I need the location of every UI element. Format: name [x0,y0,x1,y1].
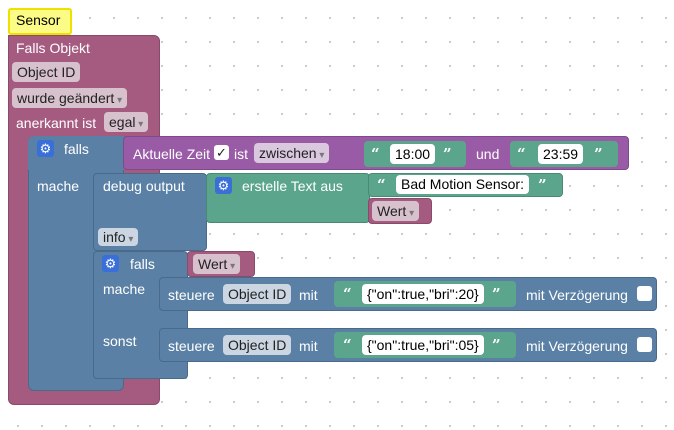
with-label: mit [299,287,318,303]
control-value-input[interactable]: {"on":true,"bri":05} [362,335,484,355]
time-to-input[interactable]: 23:59 [538,144,584,164]
debug-label: debug output [103,178,185,194]
quote-open-icon: “ [343,336,352,354]
time-from-input[interactable]: 18:00 [390,144,436,164]
object-id-field[interactable]: Object ID [12,62,81,82]
time-checkbox[interactable]: ✓ [214,145,229,160]
quote-close-icon: ” [538,176,547,194]
control-value-input[interactable]: {"on":true,"bri":20} [362,284,484,304]
delay-checkbox[interactable] [637,286,652,301]
delay-checkbox[interactable] [637,337,652,352]
inner-do-label: mache [103,281,146,297]
control-object-field[interactable]: Object ID [223,284,292,304]
text-var-select[interactable]: Wert [372,201,420,221]
control-object-field[interactable]: Object ID [223,335,292,355]
comment-block[interactable]: Sensor [8,8,72,35]
quote-open-icon: “ [343,285,352,303]
delay-label: mit Verzögerung [526,287,628,303]
quote-close-icon: ” [492,285,501,303]
gear-icon[interactable]: ⚙ [215,177,232,194]
quote-close-icon: ” [594,145,603,163]
operator-select[interactable]: zwischen [254,143,330,163]
gear-icon[interactable]: ⚙ [102,255,119,272]
control-label: steuere [168,287,215,303]
debug-level-select[interactable]: info [98,228,139,246]
trigger-title: Falls Objekt [16,40,90,56]
gear-icon[interactable]: ⚙ [37,140,54,157]
quote-open-icon: “ [517,145,526,163]
ack-label: anerkannt ist [16,115,97,131]
quote-open-icon: “ [377,176,386,194]
time-label: Aktuelle Zeit [133,146,211,162]
control-label: steuere [168,338,215,354]
do-label: mache [37,178,80,194]
inner-condition-select[interactable]: Wert [193,254,241,274]
and-label: und [476,146,500,162]
quote-open-icon: “ [371,145,380,163]
quote-close-icon: ” [492,336,501,354]
inner-if-label: falls [130,256,155,272]
is-label: ist [234,146,248,162]
create-text-block[interactable] [206,173,370,223]
delay-label: mit Verzögerung [526,338,628,354]
if-label: falls [64,141,89,157]
text-string-input[interactable]: Bad Motion Sensor: [396,175,529,194]
ack-select[interactable]: egal [104,112,149,132]
change-type-select[interactable]: wurde geändert [12,88,128,108]
comment-text: Sensor [16,12,61,28]
inner-else-label: sonst [103,333,137,349]
quote-close-icon: ” [443,145,452,163]
with-label: mit [299,338,318,354]
create-text-label: erstelle Text aus [242,178,343,194]
